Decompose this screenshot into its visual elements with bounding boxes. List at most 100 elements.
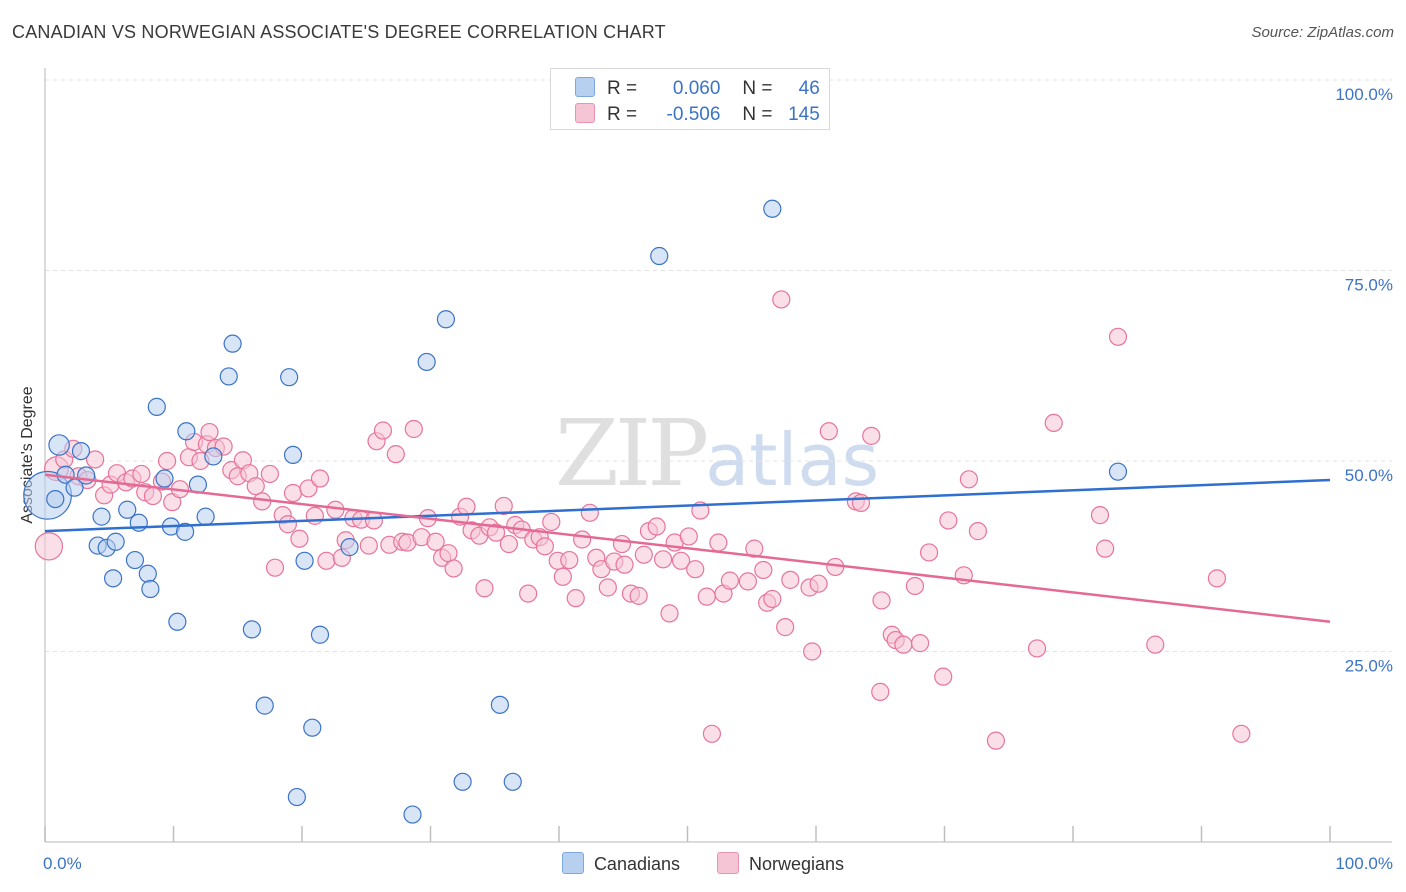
canadian-point [71,441,91,461]
norwegian-point [444,559,463,578]
canadian-point [490,695,509,714]
canadian-point [92,507,111,526]
norwegian-point [738,572,757,591]
norwegian-point [310,469,330,488]
canadian-point [223,334,242,353]
legend-r-value: -0.506 [666,104,721,125]
norwegian-point [671,551,691,570]
norwegian-point [615,555,634,574]
norwegian-point [494,496,513,516]
norwegian-point [702,724,722,743]
canadian-point [403,805,422,824]
norwegian-point [959,470,979,489]
norwegian-point [373,421,393,440]
norwegian-point [919,543,939,562]
tick-labels: 25.0% 50.0% 75.0% 100.0% 0.0% 100.0% [43,85,1393,873]
norwegian-point [612,534,632,554]
norwegians-swatch [575,103,595,123]
norwegian-point [939,511,958,530]
norwegian-point [34,532,64,561]
canadian-point [141,579,160,599]
norwegian-point [486,523,506,542]
legend-r-value: 0.060 [672,78,721,99]
canadian-point [310,625,330,644]
norwegian-point [519,584,538,603]
trend-lines [44,473,1331,624]
y-tick-label: 100.0% [1335,85,1393,104]
norwegian-point [1232,724,1251,743]
norwegian-point [754,560,773,580]
norwegian-point [679,527,698,546]
canadian-point [303,718,322,737]
norwegian-point [278,515,297,534]
chart-title: CANADIAN VS NORWEGIAN ASSOCIATE'S DEGREE… [12,22,666,42]
norwegian-point [809,574,828,593]
norwegians-trend-line [44,473,1331,624]
norwegian-point [86,450,105,469]
norwegian-point [246,477,265,496]
norwegian-point [426,532,445,551]
norwegian-point [475,579,494,598]
legend-n-value: 46 [798,78,820,99]
norwegian-point [560,550,579,570]
canadian-point [204,447,223,466]
canadian-point [280,368,299,387]
canadian-point [147,397,166,416]
x-tick-label: 100.0% [1335,854,1393,873]
legend-label-canadians: Canadians [593,854,680,874]
norwegian-point [1044,413,1063,432]
series-legend: Canadians Norwegians [0,852,1406,875]
norwegian-point [647,517,666,536]
canadian-point [155,469,174,488]
canadian-point [453,772,472,791]
norwegian-point [910,634,930,653]
canadian-point [104,569,123,588]
canadians-points [23,199,1128,824]
norwegian-point [872,591,891,610]
norwegian-point [265,558,285,577]
canadian-point [295,551,314,570]
norwegian-point [776,618,795,637]
watermark: ZIPatlas [555,400,879,507]
norwegian-point [803,642,822,661]
canadian-point [242,620,261,639]
canadian-point [196,507,215,526]
canadians-trend-line [44,478,1331,533]
norwegian-point [1027,639,1047,658]
norwegian-point [317,551,336,570]
norwegian-point [580,503,599,522]
norwegian-point [634,545,653,564]
norwegian-point [934,667,953,686]
norwegian-point [535,537,554,556]
norwegian-point [573,530,592,549]
legend-r-label: R = [607,104,638,125]
norwegian-point [629,586,648,605]
legend-row-canadians: R = 0.060 N = 46 [575,77,820,101]
canadian-point [125,550,145,570]
norwegian-point [986,731,1006,750]
canadian-point [283,445,303,465]
canadian-point [417,352,436,372]
norwegian-point [1096,539,1115,558]
norwegian-point [781,570,800,589]
axes [44,68,1392,843]
gridlines [45,79,1392,652]
canadians-swatch [575,77,595,97]
canadian-point [255,696,274,715]
canadian-point [138,564,157,583]
legend-item-norwegians: Norwegians [717,852,844,875]
norwegian-point [862,426,881,445]
norwegian-point [359,536,378,555]
norwegian-point [260,464,279,484]
canadian-point [56,465,75,484]
norwegian-point [763,589,782,609]
watermark-zip: ZIP [555,400,709,507]
norwegian-point [566,589,585,608]
legend-n-label: N = [742,78,773,99]
norwegian-point [283,483,303,503]
legend-item-canadians: Canadians [561,852,680,875]
norwegian-point [542,512,561,532]
norwegian-point [905,576,925,596]
norwegian-point [697,587,716,606]
